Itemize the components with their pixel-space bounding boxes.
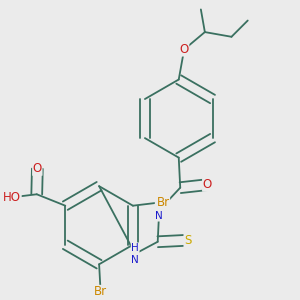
Text: Br: Br [94,285,107,298]
Text: H
N: H N [131,243,139,265]
Text: Br: Br [156,196,170,208]
Text: O: O [203,178,212,191]
Text: H
N: H N [155,200,163,221]
Text: HO: HO [3,191,21,204]
Text: O: O [33,162,42,175]
Text: S: S [184,234,191,247]
Text: O: O [179,43,189,56]
